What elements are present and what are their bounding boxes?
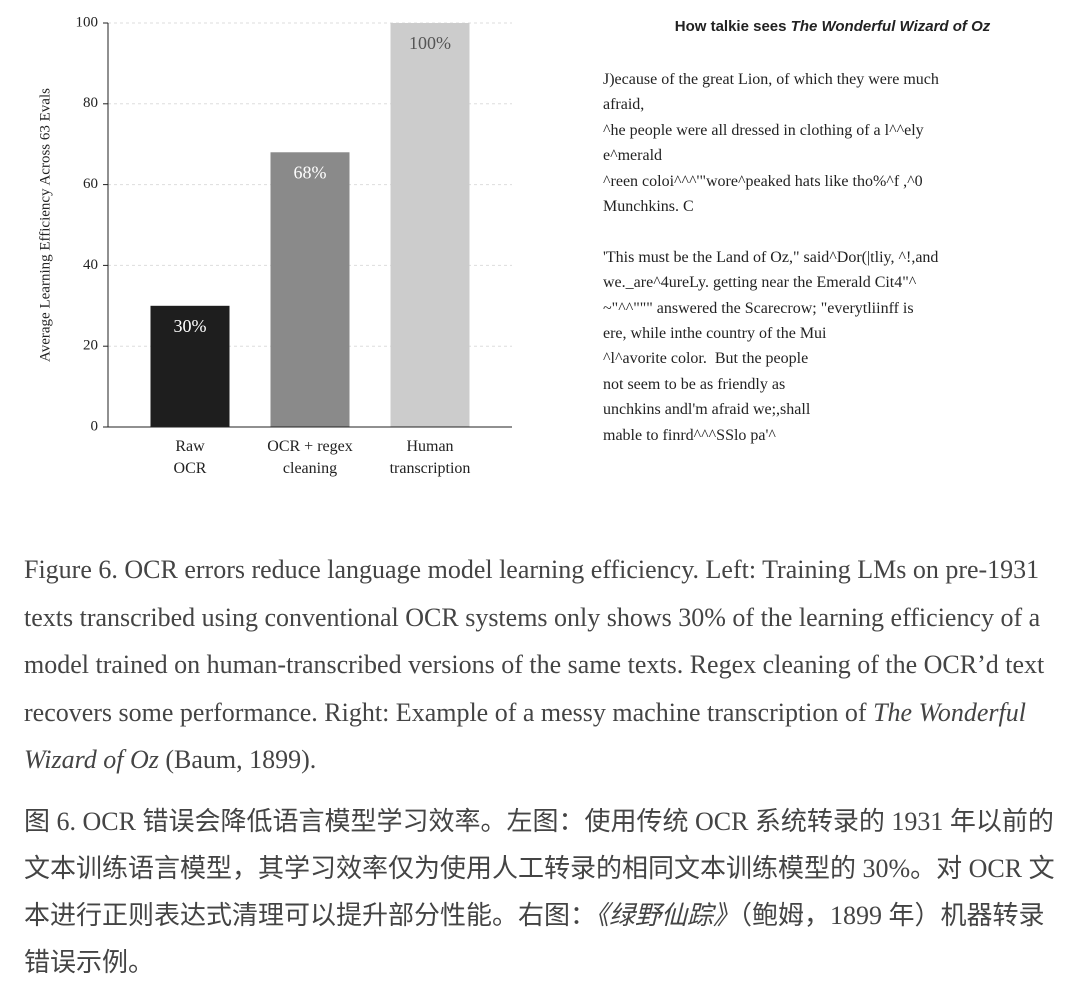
paragraph: 'This must be the Land of Oz," said^Dor(… — [603, 245, 1043, 448]
value-label: 100% — [409, 33, 451, 53]
text-line: unchkins andl'm afraid we;,shall — [603, 401, 811, 419]
text-line: we._are^4ureLy. getting near the Emerald… — [603, 274, 917, 292]
value-label: 68% — [294, 162, 327, 182]
caption-italic: The Wonderful Wizard of Oz — [24, 697, 1026, 775]
text-line: J)ecause of the great Lion, of which the… — [603, 71, 939, 88]
chart: Average Learning Efficiency Across 63 Ev… — [37, 14, 512, 434]
paragraph: J)ecause of the great Lion, of which the… — [603, 67, 1043, 219]
text-line: mable to finrd^^^SSlo pa'^ — [603, 426, 776, 444]
caption-italic: 《绿野仙踪》 — [596, 901, 740, 930]
x-tick-label: OCR + regex cleaning — [267, 438, 353, 477]
y-axis-label: Average Learning Efficiency Across 63 Ev… — [37, 88, 53, 362]
bar — [390, 23, 470, 427]
title-italic: The Wonderful Wizard of Oz — [790, 18, 991, 35]
value-label: 30% — [174, 316, 207, 336]
text-line: 'This must be the Land of Oz," said^Dor(… — [603, 248, 939, 266]
x-tick-label: Raw OCR — [173, 438, 207, 477]
text-line: Munchkins. C — [603, 198, 694, 216]
panel-title: How talkie sees The Wonderful Wizard of … — [600, 18, 1065, 35]
y-tick-label: 40 — [83, 257, 98, 273]
text-line: ^he people were all dressed in clothing … — [603, 121, 924, 139]
caption-en: Figure 6. OCR errors reduce language mod… — [24, 546, 1060, 784]
caption-text: (Baum, 1899). — [158, 745, 317, 774]
bar — [150, 305, 230, 427]
y-tick-label: 100 — [76, 14, 99, 30]
caption-text: 图 6. OCR 错误会降低语言模型学习效率。左图：使用传统 OCR 系统转录的… — [24, 807, 1055, 930]
text-line: ere, while inthe country of the Mui — [603, 325, 827, 343]
text-line: ^l^avorite color. But the people — [603, 350, 809, 368]
ocr-sample: J)ecause of the great Lion, of which the… — [603, 67, 1043, 473]
text-line: not seem to be as friendly as — [603, 375, 786, 393]
caption-text: （鲍姆，1899 年）机器转录错误示例。 — [24, 901, 1045, 977]
title-text: How talkie sees — [674, 18, 791, 35]
text-line: ~"^^""" answered the Scarecrow; "everytl… — [603, 299, 914, 317]
y-tick-label: 20 — [83, 338, 98, 354]
y-tick-label: 80 — [83, 95, 98, 111]
y-tick-label: 60 — [83, 176, 98, 192]
text-line: e^merald — [603, 147, 663, 165]
text-line: ^reen coloi^^^'"wore^peaked hats like th… — [603, 172, 923, 190]
text-line: afraid, — [603, 96, 645, 114]
x-tick-label: Human transcription — [389, 438, 471, 477]
bar — [270, 152, 350, 427]
caption-zh: 图 6. OCR 错误会降低语言模型学习效率。左图：使用传统 OCR 系统转录的… — [24, 798, 1060, 986]
y-tick-label: 0 — [91, 418, 99, 434]
caption-text: Figure 6. OCR errors reduce language mod… — [24, 555, 1045, 727]
